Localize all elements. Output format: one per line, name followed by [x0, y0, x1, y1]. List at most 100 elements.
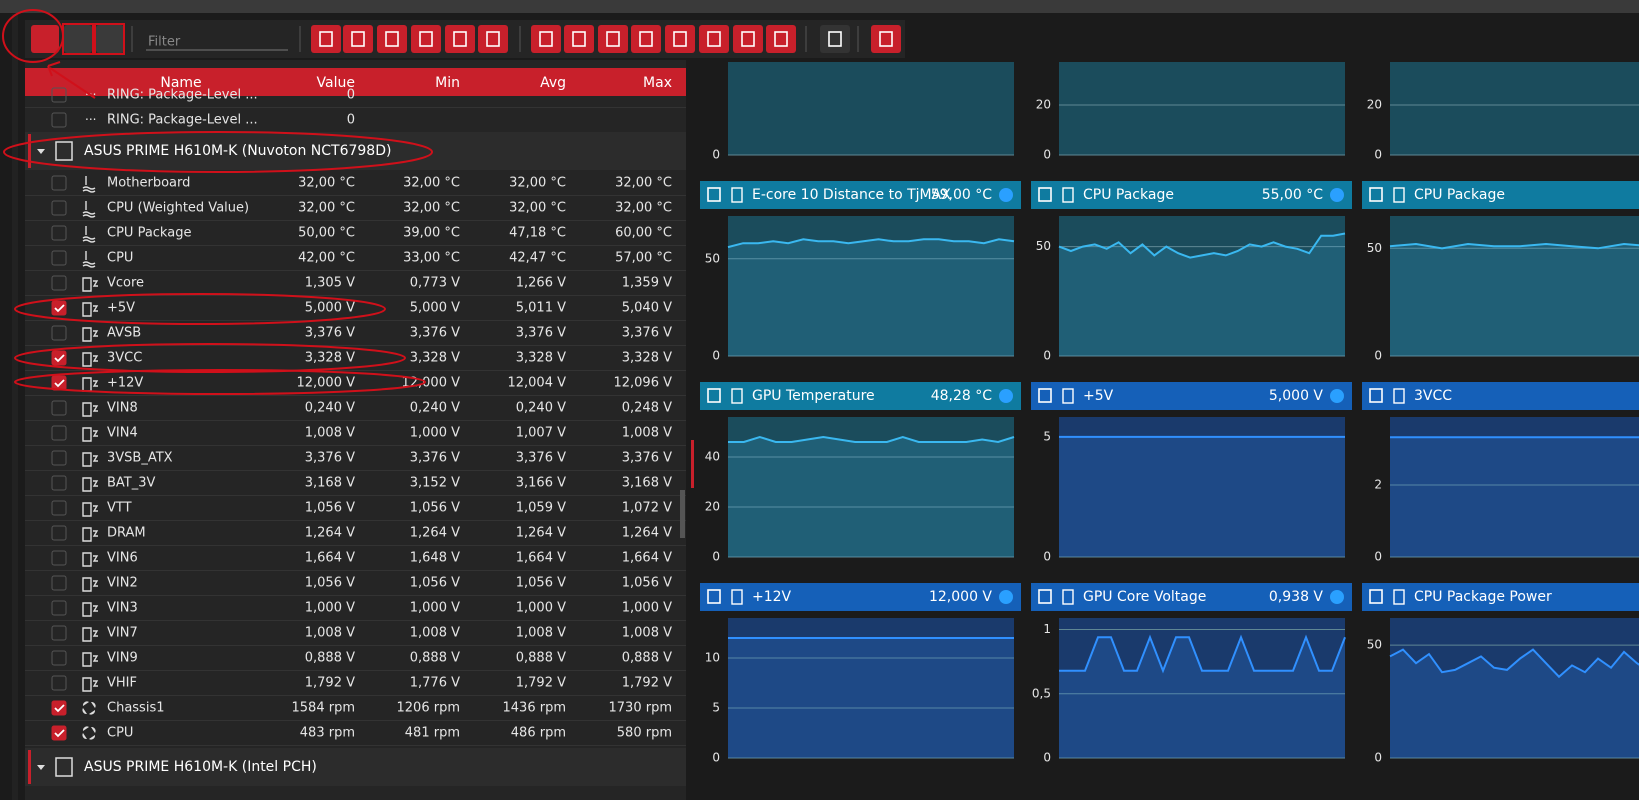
- button-glyph: [419, 31, 433, 47]
- y-tick-label: 20: [1367, 98, 1382, 112]
- button-glyph: [572, 31, 586, 47]
- checkbox[interactable]: [51, 525, 67, 541]
- group-title: ASUS PRIME H610M-K (Nuvoton NCT6798D): [84, 143, 391, 159]
- checkbox[interactable]: [51, 300, 67, 316]
- button-glyph: [673, 31, 687, 47]
- graph-title: CPU Package: [1083, 187, 1174, 203]
- toolbar-button[interactable]: [699, 25, 729, 53]
- y-tick-label: 0: [1043, 550, 1051, 564]
- info-button[interactable]: [999, 590, 1013, 604]
- toolbar-button[interactable]: [478, 25, 508, 53]
- column-header: Max: [643, 75, 672, 91]
- checkbox[interactable]: [51, 450, 67, 466]
- checkbox[interactable]: [51, 625, 67, 641]
- toolbar-button[interactable]: [343, 25, 373, 53]
- toolbar-button[interactable]: [598, 25, 628, 53]
- checkbox[interactable]: [51, 175, 67, 191]
- cell: 3,168 V: [622, 476, 672, 491]
- board-icon: [55, 141, 73, 161]
- cell: 1,056 V: [410, 576, 460, 591]
- toolbar-button[interactable]: [445, 25, 475, 53]
- cell: VIN7: [107, 626, 138, 641]
- y-tick-label: 0: [1374, 550, 1382, 564]
- info-button[interactable]: [1330, 389, 1344, 403]
- cell: 1584 rpm: [292, 701, 355, 716]
- view-button[interactable]: [64, 25, 92, 53]
- y-tick-label: 0: [1374, 148, 1382, 162]
- graph-header: [700, 181, 1021, 209]
- checkbox[interactable]: [51, 350, 67, 366]
- graph-value: 55,00 °C: [1262, 187, 1324, 203]
- checkbox[interactable]: [51, 475, 67, 491]
- view-button[interactable]: [96, 25, 124, 53]
- cell: 3,376 V: [516, 326, 566, 341]
- type-icon: [731, 388, 743, 404]
- checkbox[interactable]: [51, 550, 67, 566]
- y-tick-label: 0: [1374, 349, 1382, 363]
- column-header: Name: [160, 75, 201, 91]
- checkbox[interactable]: [51, 500, 67, 516]
- y-tick-label: 50: [705, 251, 720, 265]
- graph-header: [700, 382, 1021, 410]
- icon-voltage: [82, 527, 99, 542]
- cell: 1,264 V: [410, 526, 460, 541]
- toolbar-button[interactable]: [733, 25, 763, 53]
- toolbar-button[interactable]: [377, 25, 407, 53]
- button-glyph: [828, 31, 842, 47]
- toolbar-button[interactable]: [311, 25, 341, 53]
- toolbar-button[interactable]: [871, 25, 901, 53]
- graph-title: 3VCC: [1414, 388, 1452, 404]
- toolbar-button[interactable]: [531, 25, 561, 53]
- cell: 3,376 V: [305, 451, 355, 466]
- checkbox[interactable]: [51, 200, 67, 216]
- type-icon: [1062, 187, 1074, 203]
- plot-area: [728, 618, 1014, 758]
- checkbox[interactable]: [51, 325, 67, 341]
- toolbar-button[interactable]: [766, 25, 796, 53]
- checkbox[interactable]: [51, 700, 67, 716]
- filter-input[interactable]: Filter: [148, 35, 181, 50]
- expand-arrow: [37, 765, 45, 770]
- graph-value: 59,00 °C: [931, 187, 993, 203]
- toolbar-button[interactable]: [631, 25, 661, 53]
- info-button[interactable]: [1330, 188, 1344, 202]
- cell: 3,328 V: [305, 351, 355, 366]
- cell: 32,00 °C: [403, 201, 460, 216]
- checkbox[interactable]: [51, 650, 67, 666]
- info-button[interactable]: [1330, 590, 1344, 604]
- sensor-icon: [707, 589, 721, 604]
- cell: VIN3: [107, 601, 138, 616]
- toolbar-button[interactable]: [564, 25, 594, 53]
- toolbar-button[interactable]: [820, 25, 850, 53]
- type-icon: [1062, 388, 1074, 404]
- checkbox[interactable]: [51, 250, 67, 266]
- group-header: [25, 132, 686, 170]
- board-icon: [55, 757, 73, 777]
- checkbox[interactable]: [51, 400, 67, 416]
- cell: 1,008 V: [622, 626, 672, 641]
- checkbox[interactable]: [51, 225, 67, 241]
- info-button[interactable]: [999, 188, 1013, 202]
- info-button[interactable]: [999, 389, 1013, 403]
- checkbox[interactable]: [51, 375, 67, 391]
- graph-area: [1390, 437, 1639, 557]
- checkbox[interactable]: [51, 600, 67, 616]
- cell: 3,376 V: [622, 451, 672, 466]
- toolbar-buttons: [31, 25, 901, 53]
- checkbox[interactable]: [51, 675, 67, 691]
- checkbox[interactable]: [51, 87, 67, 103]
- checkbox[interactable]: [51, 425, 67, 441]
- toolbar-button[interactable]: [411, 25, 441, 53]
- checkmark: [54, 704, 65, 713]
- checkbox[interactable]: [51, 575, 67, 591]
- graph-area: [728, 437, 1014, 557]
- icon-voltage: [82, 677, 99, 692]
- y-tick-label: 0: [1043, 148, 1051, 162]
- checkbox[interactable]: [51, 275, 67, 291]
- toolbar-button[interactable]: [665, 25, 695, 53]
- column-header: Min: [435, 75, 460, 91]
- checkbox[interactable]: [51, 112, 67, 128]
- graph-title: +5V: [1083, 388, 1114, 404]
- view-button[interactable]: [31, 25, 59, 53]
- checkbox[interactable]: [51, 725, 67, 741]
